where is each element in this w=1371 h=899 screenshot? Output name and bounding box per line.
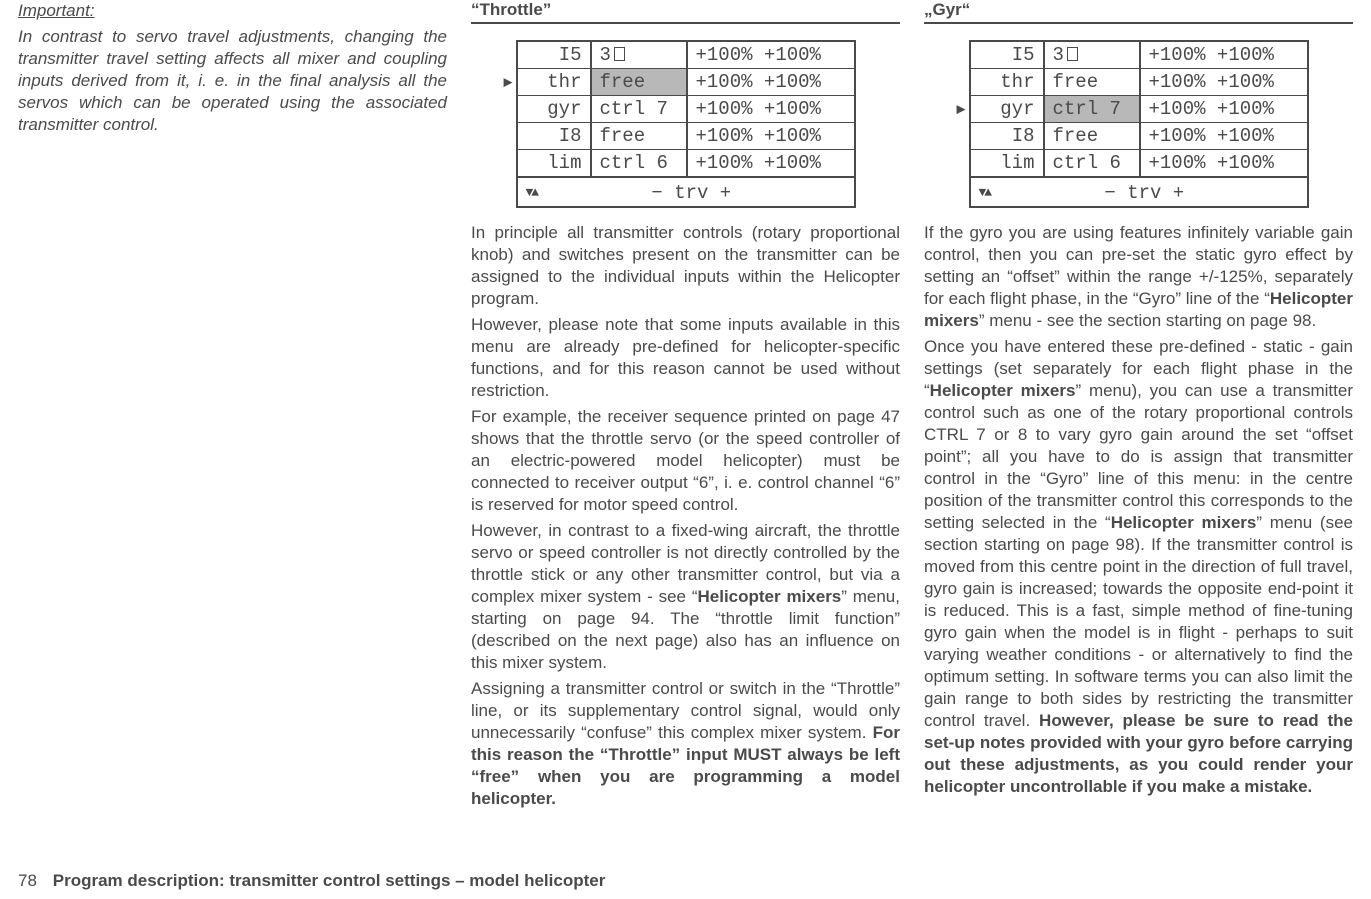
throttle-para-2: However, please note that some inputs av… [471, 314, 900, 402]
gyr-para-2: Once you have entered these pre-defined … [924, 336, 1353, 798]
row-pointer-icon: ▶ [957, 100, 966, 119]
lcd-row-values: +100% +100% [1140, 41, 1308, 69]
lcd-row-ctrl: free [1044, 123, 1140, 150]
throttle-lcd: I53+100% +100%thr▶free+100% +100%gyrctrl… [471, 40, 900, 208]
lcd-row-ctrl: free [591, 123, 687, 150]
gyr-lcd-table: I53+100% +100%thrfree+100% +100%gyr▶ctrl… [969, 40, 1309, 208]
lcd-row-values: +100% +100% [687, 69, 855, 96]
lcd-row-ctrl: free [1044, 69, 1140, 96]
updown-icon: ▼▲ [526, 185, 538, 200]
gyr-p2-e: ” menu (see section starting on page 98)… [924, 513, 1353, 730]
lcd-row-ctrl: ctrl 6 [1044, 150, 1140, 178]
column-middle: “Throttle” I53+100% +100%thr▶free+100% +… [471, 0, 900, 840]
lcd-row-ctrl: 3 [1044, 41, 1140, 69]
lcd-footer: ▼▲ − trv + [517, 177, 855, 207]
throttle-p5-plain: Assigning a transmitter control or switc… [471, 679, 900, 742]
gyr-p2-c: ” menu), you can use a transmitter contr… [924, 381, 1353, 532]
throttle-para-5: Assigning a transmitter control or switc… [471, 678, 900, 810]
lcd-row-ctrl: ctrl 7 [1044, 96, 1140, 123]
lcd-row-label: lim [970, 150, 1044, 178]
lcd-row-values: +100% +100% [687, 123, 855, 150]
lcd-row-ctrl: ctrl 6 [591, 150, 687, 178]
footer-title: Program description: transmitter control… [53, 871, 606, 890]
row-pointer-icon: ▶ [504, 73, 513, 92]
lcd-row-label: I8 [517, 123, 591, 150]
column-left: Important: In contrast to servo travel a… [18, 0, 447, 840]
lcd-row-values: +100% +100% [687, 41, 855, 69]
lcd-row-label: gyr▶ [970, 96, 1044, 123]
lcd-row-ctrl: free [591, 69, 687, 96]
lcd-footer: ▼▲ − trv + [970, 177, 1308, 207]
lcd-row-ctrl: 3 [591, 41, 687, 69]
lcd-row-values: +100% +100% [1140, 150, 1308, 178]
gyr-para-1: If the gyro you are using features infin… [924, 222, 1353, 332]
throttle-lcd-table: I53+100% +100%thr▶free+100% +100%gyrctrl… [516, 40, 856, 208]
lcd-row-label: lim [517, 150, 591, 178]
throttle-p4-bold: Helicopter mixers [698, 587, 842, 606]
column-right: „Gyr“ I53+100% +100%thrfree+100% +100%gy… [924, 0, 1353, 840]
updown-icon: ▼▲ [979, 185, 991, 200]
gyr-title: „Gyr“ [924, 0, 1353, 24]
gyr-p2-b: Helicopter mixers [930, 381, 1076, 400]
page-number: 78 [18, 871, 48, 891]
lcd-row-label: thr▶ [517, 69, 591, 96]
ctrl-box-icon [614, 47, 625, 61]
important-body: In contrast to servo travel adjustments,… [18, 26, 447, 136]
throttle-para-4: However, in contrast to a fixed-wing air… [471, 520, 900, 674]
lcd-row-values: +100% +100% [1140, 123, 1308, 150]
lcd-row-label: I8 [970, 123, 1044, 150]
lcd-footer-text: − trv + [1104, 182, 1184, 204]
important-heading-text: Important: [18, 1, 95, 20]
lcd-row-label: thr [970, 69, 1044, 96]
lcd-row-ctrl: ctrl 7 [591, 96, 687, 123]
page-footer: 78 Program description: transmitter cont… [18, 871, 605, 891]
throttle-para-3: For example, the receiver sequence print… [471, 406, 900, 516]
lcd-row-label: gyr [517, 96, 591, 123]
lcd-row-values: +100% +100% [687, 96, 855, 123]
important-heading: Important: [18, 0, 447, 22]
lcd-row-values: +100% +100% [1140, 69, 1308, 96]
lcd-row-values: +100% +100% [1140, 96, 1308, 123]
ctrl-box-icon [1067, 47, 1078, 61]
lcd-row-values: +100% +100% [687, 150, 855, 178]
lcd-footer-text: − trv + [651, 182, 731, 204]
gyr-lcd: I53+100% +100%thrfree+100% +100%gyr▶ctrl… [924, 40, 1353, 208]
lcd-row-label: I5 [970, 41, 1044, 69]
gyr-p1-c: ” menu - see the section starting on pag… [979, 311, 1316, 330]
throttle-title: “Throttle” [471, 0, 900, 24]
gyr-p2-d: Helicopter mixers [1111, 513, 1257, 532]
lcd-row-label: I5 [517, 41, 591, 69]
throttle-para-1: In principle all transmitter controls (r… [471, 222, 900, 310]
